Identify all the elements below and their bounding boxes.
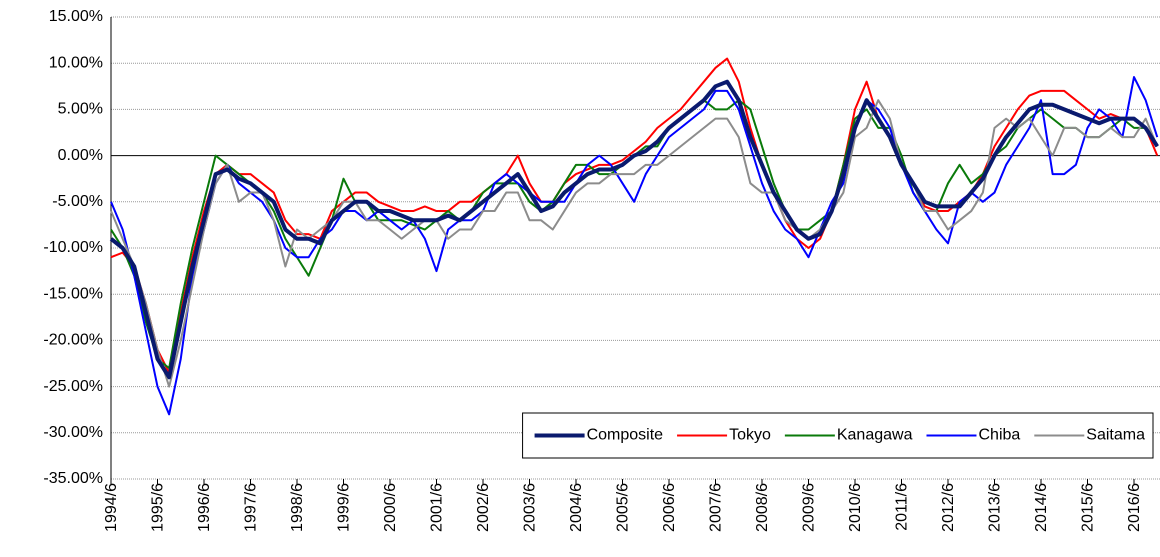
x-tick-label: 2007/6 xyxy=(708,483,725,532)
x-tick-label: 2011/6 xyxy=(894,483,911,531)
legend-label: Chiba xyxy=(978,427,1020,444)
x-tick-label: 2000/6 xyxy=(382,483,399,532)
series-line xyxy=(110,99,1159,388)
y-tick-label: 0.00% xyxy=(58,147,103,164)
y-tick-label: -10.00% xyxy=(43,239,103,256)
y-tick-label: -15.00% xyxy=(43,285,103,302)
x-tick-label: 2014/6 xyxy=(1033,483,1050,532)
x-tick-label: 2013/6 xyxy=(987,483,1004,532)
y-tick-label: -25.00% xyxy=(43,378,103,395)
y-tick-label: -35.00% xyxy=(43,470,103,487)
x-tick-label: 1999/6 xyxy=(336,483,353,532)
y-tick-label: 10.00% xyxy=(49,54,103,71)
x-tick-label: 2002/6 xyxy=(475,483,492,532)
y-tick-label: 5.00% xyxy=(58,101,103,118)
x-tick-label: 1994/6 xyxy=(103,483,120,532)
y-tick-label: -5.00% xyxy=(52,193,103,210)
series-line xyxy=(109,79,1159,380)
x-tick-label: 2009/6 xyxy=(801,483,818,532)
legend-label: Tokyo xyxy=(729,427,771,444)
y-tick-label: 15.00% xyxy=(49,8,103,25)
x-tick-label: 2016/6 xyxy=(1126,483,1143,532)
x-tick-label: 1996/6 xyxy=(196,483,213,532)
x-tick-label: 1997/6 xyxy=(243,483,260,532)
y-tick-label: -20.00% xyxy=(43,332,103,349)
x-tick-label: 2015/6 xyxy=(1080,483,1097,532)
legend: Composite Tokyo Kanagawa Chiba Saitama xyxy=(522,412,1154,459)
y-tick-label: -30.00% xyxy=(43,424,103,441)
x-tick-label: 2012/6 xyxy=(940,483,957,532)
series-line xyxy=(110,57,1159,374)
x-tick-label: 2001/6 xyxy=(429,483,446,532)
x-tick-label: 2010/6 xyxy=(847,483,864,532)
x-tick-label: 2008/6 xyxy=(754,483,771,532)
legend-label: Composite xyxy=(587,427,664,444)
x-tick-label: 1995/6 xyxy=(150,483,167,532)
x-tick-label: 2005/6 xyxy=(615,483,632,532)
legend-label: Saitama xyxy=(1086,427,1145,444)
x-tick-label: 2006/6 xyxy=(661,483,678,532)
x-tick-label: 2003/6 xyxy=(522,483,539,532)
x-tick-label: 2004/6 xyxy=(568,483,585,532)
series-line xyxy=(110,76,1159,416)
legend-label: Kanagawa xyxy=(837,427,913,444)
series-line xyxy=(110,99,1159,370)
x-tick-label: 1998/6 xyxy=(289,483,306,532)
